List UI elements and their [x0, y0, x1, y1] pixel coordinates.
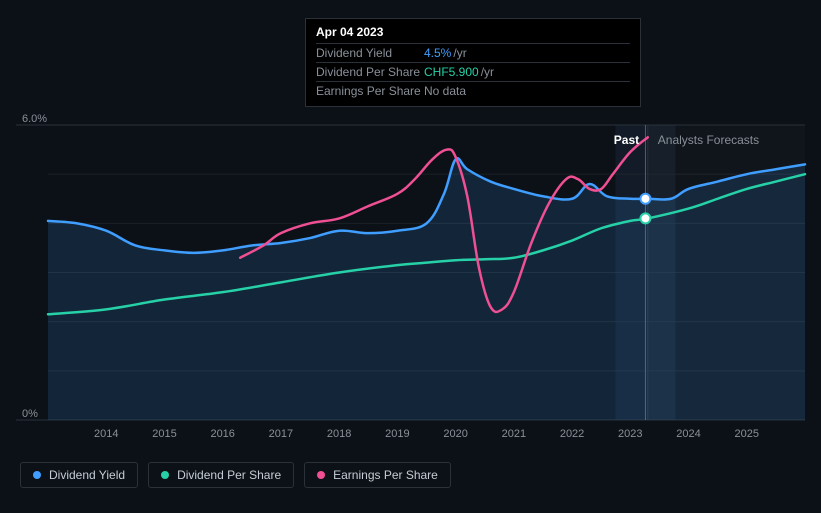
legend-item-earnings-per-share[interactable]: Earnings Per Share [304, 462, 451, 488]
legend-label: Dividend Per Share [177, 468, 281, 482]
x-axis-tick: 2025 [735, 428, 759, 440]
x-axis-tick: 2023 [618, 428, 642, 440]
tooltip-row: Dividend Per ShareCHF5.900 /yr [316, 62, 630, 81]
tooltip-row-value: 4.5% [424, 46, 451, 60]
tooltip-row: Dividend Yield4.5% /yr [316, 43, 630, 62]
tooltip-row: Earnings Per ShareNo data [316, 81, 630, 100]
x-axis-tick: 2014 [94, 428, 118, 440]
legend-item-dividend-yield[interactable]: Dividend Yield [20, 462, 138, 488]
legend-dot-icon [317, 471, 325, 479]
tooltip-row-label: Dividend Per Share [316, 65, 424, 79]
legend-label: Earnings Per Share [333, 468, 438, 482]
tooltip-date: Apr 04 2023 [316, 25, 630, 43]
x-axis-tick: 2016 [210, 428, 234, 440]
y-axis-tick: 6.0% [22, 113, 47, 125]
tooltip-row-unit: /yr [481, 65, 494, 79]
tooltip-row-value: No data [424, 84, 466, 98]
tooltip-row-unit: /yr [453, 46, 466, 60]
legend-label: Dividend Yield [49, 468, 125, 482]
x-axis-tick: 2020 [443, 428, 467, 440]
y-axis-tick: 0% [22, 408, 38, 420]
x-axis-tick: 2024 [676, 428, 700, 440]
x-axis-tick: 2022 [560, 428, 584, 440]
past-label: Past [614, 133, 639, 147]
x-axis-tick: 2017 [269, 428, 293, 440]
tooltip-row-label: Dividend Yield [316, 46, 424, 60]
tooltip-row-value: CHF5.900 [424, 65, 479, 79]
x-axis-tick: 2018 [327, 428, 351, 440]
chart-legend: Dividend Yield Dividend Per Share Earnings… [20, 462, 451, 488]
legend-dot-icon [161, 471, 169, 479]
forecast-label: Analysts Forecasts [658, 133, 759, 147]
x-axis-tick: 2021 [502, 428, 526, 440]
chart-tooltip: Apr 04 2023 Dividend Yield4.5% /yrDivide… [305, 18, 641, 107]
x-axis-tick: 2019 [385, 428, 409, 440]
legend-item-dividend-per-share[interactable]: Dividend Per Share [148, 462, 294, 488]
tooltip-row-label: Earnings Per Share [316, 84, 424, 98]
x-axis-tick: 2015 [152, 428, 176, 440]
legend-dot-icon [33, 471, 41, 479]
